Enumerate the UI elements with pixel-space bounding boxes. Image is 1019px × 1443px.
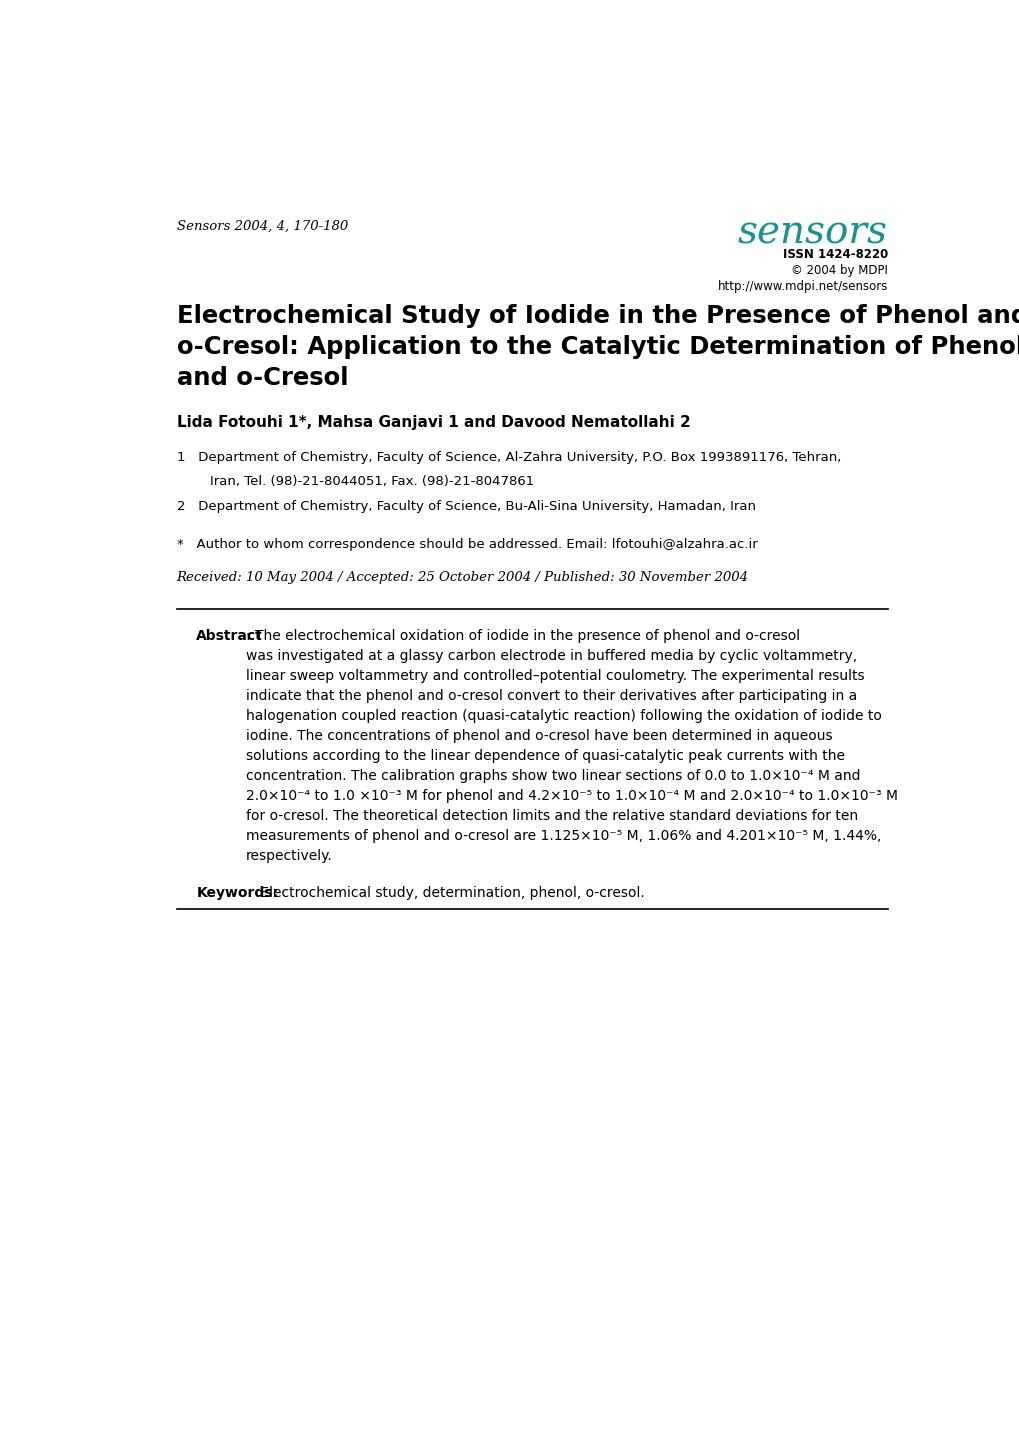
Text: Received: 10 May 2004 / Accepted: 25 October 2004 / Published: 30 November 2004: Received: 10 May 2004 / Accepted: 25 Oct… <box>176 571 748 584</box>
Text: 2   Department of Chemistry, Faculty of Science, Bu-Ali-Sina University, Hamadan: 2 Department of Chemistry, Faculty of Sc… <box>176 499 755 512</box>
Text: sensors: sensors <box>737 214 888 251</box>
Text: Abstract: Abstract <box>196 629 263 642</box>
Text: Iran, Tel. (98)-21-8044051, Fax. (98)-21-8047861: Iran, Tel. (98)-21-8044051, Fax. (98)-21… <box>210 475 533 488</box>
Text: Electrochemical study, determination, phenol, o-cresol.: Electrochemical study, determination, ph… <box>256 886 644 900</box>
Text: Sensors 2004, 4, 170-180: Sensors 2004, 4, 170-180 <box>176 219 347 232</box>
Text: Lida Fotouhi 1*, Mahsa Ganjavi 1 and Davood Nematollahi 2: Lida Fotouhi 1*, Mahsa Ganjavi 1 and Dav… <box>176 416 690 430</box>
Text: Electrochemical Study of Iodide in the Presence of Phenol and
o-Cresol: Applicat: Electrochemical Study of Iodide in the P… <box>176 304 1019 390</box>
Text: http://www.mdpi.net/sensors: http://www.mdpi.net/sensors <box>717 280 888 293</box>
Text: *   Author to whom correspondence should be addressed. Email: lfotouhi@alzahra.a: * Author to whom correspondence should b… <box>176 538 756 551</box>
Text: 1   Department of Chemistry, Faculty of Science, Al-Zahra University, P.O. Box 1: 1 Department of Chemistry, Faculty of Sc… <box>176 450 840 465</box>
Text: ISSN 1424-8220: ISSN 1424-8220 <box>782 248 888 261</box>
Text: © 2004 by MDPI: © 2004 by MDPI <box>791 264 888 277</box>
Text: Keywords:: Keywords: <box>196 886 278 900</box>
Text: : The electrochemical oxidation of iodide in the presence of phenol and o-cresol: : The electrochemical oxidation of iodid… <box>246 629 897 863</box>
